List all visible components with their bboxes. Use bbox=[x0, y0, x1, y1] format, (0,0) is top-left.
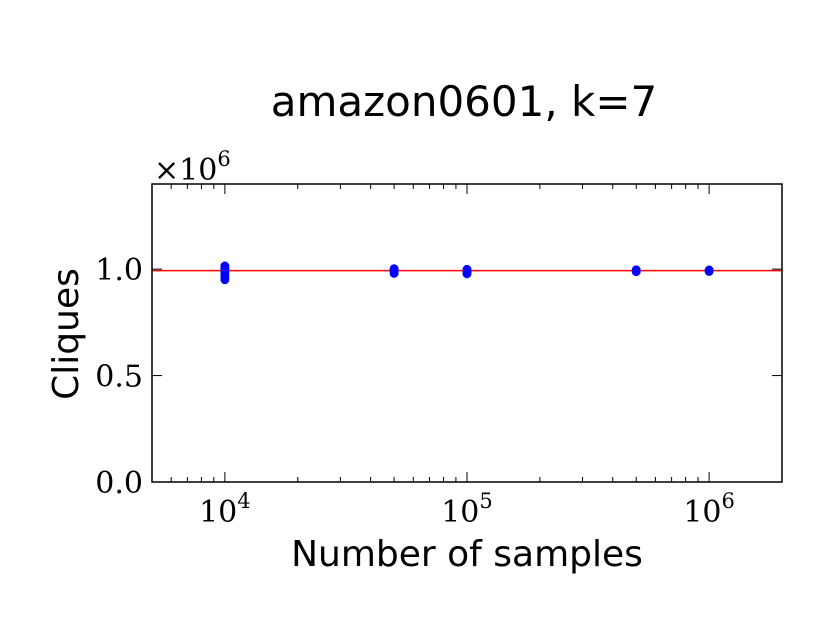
data-point bbox=[462, 269, 472, 279]
data-point bbox=[389, 268, 399, 278]
x-tick-label: 104 bbox=[199, 489, 251, 530]
data-points bbox=[220, 261, 714, 285]
y-tick-labels: 0.0 0.5 1.0 bbox=[95, 253, 143, 501]
x-tick-label: 106 bbox=[683, 489, 735, 530]
chart-title: amazon0601, k=7 bbox=[271, 77, 658, 126]
plot-area bbox=[151, 183, 783, 483]
data-point bbox=[220, 275, 230, 285]
y-tick-label: 1.0 bbox=[95, 253, 143, 288]
y-offset-exponent: 6 bbox=[217, 147, 230, 171]
axis-ticks bbox=[151, 184, 783, 483]
y-tick-label: 0.0 bbox=[95, 466, 143, 501]
y-tick-label: 0.5 bbox=[95, 360, 143, 395]
y-axis-label: Cliques bbox=[46, 268, 87, 400]
data-point bbox=[704, 267, 714, 276]
x-axis-label: Number of samples bbox=[291, 534, 643, 575]
x-tick-label: 105 bbox=[441, 489, 493, 530]
plot-frame bbox=[151, 183, 783, 483]
x-tick-labels: 104 105 106 bbox=[199, 489, 735, 530]
data-point bbox=[631, 267, 641, 277]
y-axis-offset-label: ×106 bbox=[154, 147, 231, 188]
y-offset-base: ×10 bbox=[154, 153, 217, 188]
